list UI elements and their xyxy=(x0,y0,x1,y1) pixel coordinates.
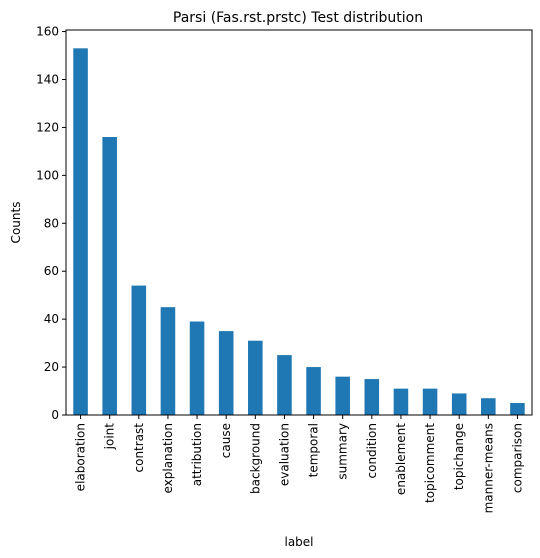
y-tick-label: 40 xyxy=(44,312,59,326)
bar-comparison xyxy=(510,403,525,415)
bar-evaluation xyxy=(277,355,292,415)
x-tick-label: condition xyxy=(365,423,379,478)
y-tick-label: 80 xyxy=(44,216,59,230)
y-tick-label: 120 xyxy=(36,120,59,134)
bar-elaboration xyxy=(73,48,88,415)
x-tick-label: elaboration xyxy=(74,423,88,491)
bar-summary xyxy=(335,377,350,415)
x-axis: elaboration joint contrast explanation attri… xyxy=(74,415,525,513)
x-tick-label: temporal xyxy=(307,423,321,477)
x-axis-title: label xyxy=(284,535,313,549)
bar-contrast xyxy=(132,286,147,415)
bar-condition xyxy=(365,379,380,415)
bar-manner-means xyxy=(481,398,496,415)
x-tick-label: explanation xyxy=(161,423,175,494)
x-tick-label: attribution xyxy=(190,423,204,486)
x-tick-label: contrast xyxy=(132,423,146,473)
bars-group xyxy=(73,48,524,415)
y-tick-label: 100 xyxy=(36,168,59,182)
bar-temporal xyxy=(306,367,321,415)
bar-cause xyxy=(219,331,234,415)
bar-topicomment xyxy=(423,389,438,415)
x-tick-label: manner-means xyxy=(481,423,495,513)
bar-topichange xyxy=(452,393,467,415)
y-axis: 0 20 40 60 80 100 120 140 160 xyxy=(36,25,66,422)
y-axis-title: Counts xyxy=(9,202,23,244)
bar-explanation xyxy=(161,307,176,415)
chart-title: Parsi (Fas.rst.prstc) Test distribution xyxy=(173,10,423,26)
y-tick-label: 60 xyxy=(44,264,59,278)
bar-enablement xyxy=(394,389,409,415)
bar-joint xyxy=(102,137,117,415)
x-tick-label: topichange xyxy=(452,423,466,490)
bar-background xyxy=(248,341,263,415)
y-tick-label: 140 xyxy=(36,72,59,86)
x-tick-label: enablement xyxy=(394,423,408,495)
x-tick-label: evaluation xyxy=(277,423,291,486)
x-tick-label: cause xyxy=(219,423,233,458)
y-tick-label: 20 xyxy=(44,360,59,374)
x-tick-label: comparison xyxy=(510,423,524,493)
bar-attribution xyxy=(190,322,205,415)
x-tick-label: joint xyxy=(103,423,117,451)
y-tick-label: 0 xyxy=(51,408,59,422)
x-tick-label: topicomment xyxy=(423,423,437,503)
y-tick-label: 160 xyxy=(36,25,59,39)
x-tick-label: background xyxy=(248,423,262,494)
x-tick-label: summary xyxy=(336,423,350,480)
